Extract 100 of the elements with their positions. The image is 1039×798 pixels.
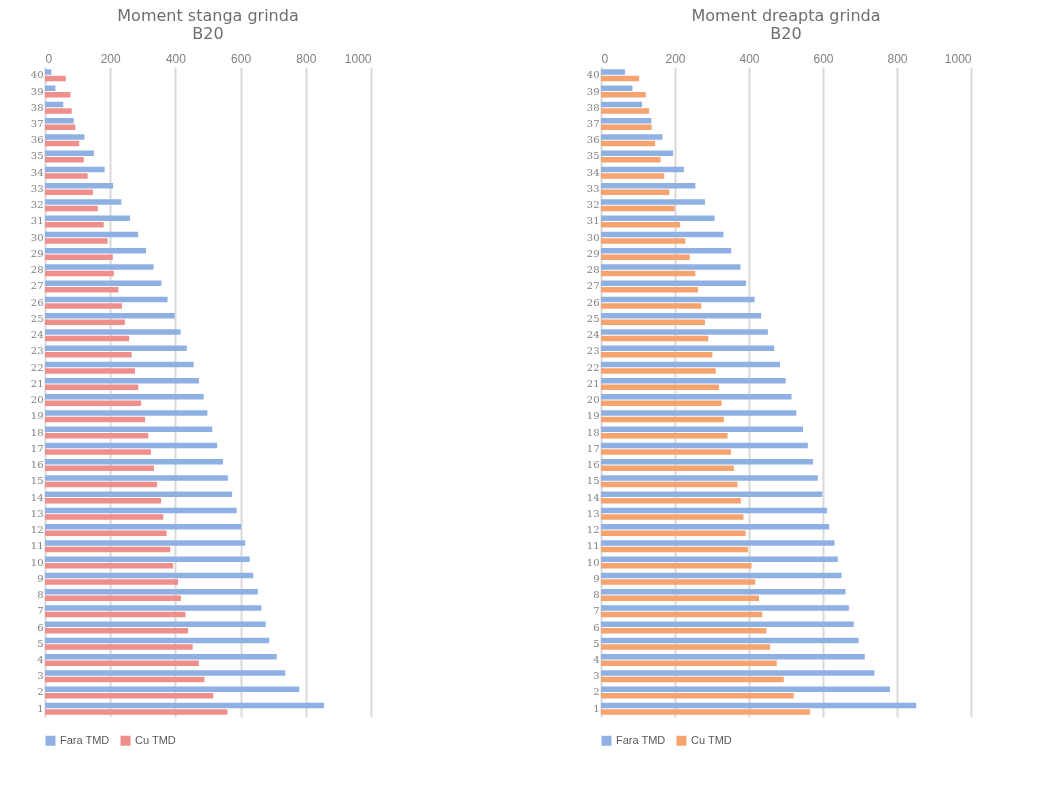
y-tick-label: 32 [586, 199, 600, 211]
y-tick-label: 25 [30, 312, 44, 324]
bar [45, 676, 205, 683]
bar [601, 595, 759, 602]
bar [45, 238, 108, 244]
y-tick-label: 16 [30, 459, 44, 471]
bar [601, 231, 724, 238]
y-tick-label: 27 [586, 280, 600, 292]
y-tick-label: 12 [30, 524, 44, 536]
bar [601, 75, 640, 82]
x-tick-label: 200 [665, 51, 686, 66]
y-tick-label: 28 [30, 264, 44, 276]
bar [601, 530, 746, 537]
y-tick-label: 30 [586, 231, 600, 243]
y-tick-label: 32 [30, 199, 44, 211]
y-tick-label: 15 [586, 475, 600, 487]
bar [45, 231, 139, 238]
x-tick-label: 0 [601, 51, 609, 66]
bar [45, 189, 93, 195]
bar [601, 572, 842, 579]
bar [45, 124, 76, 131]
bar [601, 205, 675, 212]
y-tick-label: 39 [30, 85, 44, 97]
y-tick-label: 17 [30, 442, 44, 454]
bar [45, 215, 131, 221]
bar [45, 150, 94, 156]
bar [45, 182, 114, 189]
y-tick-label: 13 [586, 507, 600, 519]
y-tick-label: 23 [30, 345, 44, 357]
bar [45, 319, 125, 325]
y-tick-label: 25 [586, 312, 600, 324]
y-tick-label: 38 [586, 101, 600, 113]
bar [45, 400, 142, 407]
y-tick-label: 36 [30, 134, 44, 146]
x-tick-label: 400 [165, 51, 187, 66]
bar [601, 303, 702, 309]
bar [45, 426, 213, 433]
bar [45, 507, 237, 514]
bar [601, 264, 741, 270]
bar [45, 303, 122, 309]
bar [601, 118, 652, 124]
x-tick-label: 1000 [344, 51, 372, 66]
bar [45, 686, 300, 692]
bar [45, 312, 175, 319]
y-tick-label: 2 [37, 686, 44, 698]
bar [601, 611, 763, 618]
bar [601, 166, 684, 173]
bar [45, 514, 164, 520]
bar [45, 660, 199, 666]
bar [45, 118, 74, 124]
bar [601, 384, 720, 390]
bar [45, 173, 88, 179]
y-tick-label: 38 [30, 101, 44, 113]
y-tick-label: 22 [30, 361, 44, 373]
y-tick-label: 24 [586, 329, 600, 341]
y-tick-label: 27 [30, 280, 44, 292]
bar [45, 335, 130, 342]
bar [45, 692, 214, 699]
y-tick-label: 6 [593, 621, 600, 633]
bar [601, 270, 696, 277]
bar [45, 449, 151, 455]
y-tick-label: 39 [586, 85, 600, 97]
bar [45, 589, 258, 595]
bar [45, 166, 105, 173]
y-tick-label: 29 [30, 247, 44, 259]
bar [601, 280, 747, 286]
bar [45, 221, 104, 228]
y-tick-label: 17 [586, 442, 600, 454]
chart-title: Moment stanga grinda B20 [117, 6, 299, 43]
bar [45, 361, 194, 368]
y-tick-label: 19 [30, 410, 44, 422]
bar [45, 524, 242, 530]
bar [601, 507, 828, 514]
bar [45, 92, 71, 98]
bar [601, 69, 626, 75]
bar [601, 329, 768, 335]
bar [45, 264, 154, 270]
y-tick-label: 20 [30, 394, 44, 406]
bar [601, 254, 690, 260]
y-tick-label: 21 [30, 377, 44, 389]
bar [601, 182, 696, 189]
bar [601, 335, 709, 342]
bar [601, 589, 846, 595]
y-tick-label: 18 [586, 426, 600, 438]
y-tick-label: 35 [30, 150, 44, 162]
bar [45, 205, 98, 212]
legend-label: Fara TMD [616, 733, 666, 746]
bar [45, 140, 80, 147]
bar [45, 637, 270, 644]
y-tick-label: 28 [586, 264, 600, 276]
y-tick-label: 3 [593, 670, 600, 682]
y-tick-label: 24 [30, 329, 44, 341]
y-tick-label: 16 [586, 459, 600, 471]
bar [601, 546, 748, 553]
bar [45, 563, 174, 569]
y-tick-label: 13 [30, 507, 44, 519]
y-tick-label: 7 [37, 605, 44, 617]
y-tick-label: 9 [593, 572, 600, 584]
y-tick-label: 7 [593, 605, 600, 617]
bar [601, 394, 792, 400]
